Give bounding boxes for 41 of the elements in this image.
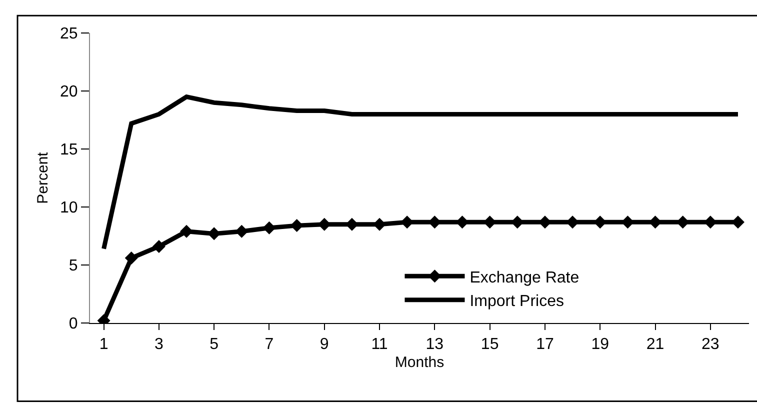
point	[152, 240, 166, 253]
x-tick-label: 19	[591, 336, 610, 354]
x-axis-title: Months	[394, 354, 444, 372]
point	[124, 252, 138, 265]
point	[428, 216, 442, 229]
x-tick-label: 21	[646, 336, 664, 354]
point	[180, 224, 194, 238]
legend-label: Import Prices	[470, 293, 564, 310]
legend-label: Exchange Rate	[470, 269, 580, 286]
point	[510, 216, 524, 229]
point	[594, 216, 607, 229]
x-tick-label: 11	[371, 336, 388, 354]
point	[208, 227, 221, 240]
point	[676, 216, 690, 229]
y-tick-label: 0	[68, 316, 78, 333]
point	[400, 216, 414, 229]
point	[290, 219, 304, 232]
y-tick-label: 5	[68, 258, 78, 275]
x-tick-label: 7	[264, 336, 274, 354]
point	[621, 216, 634, 229]
point	[456, 216, 469, 229]
y-tick-label: 20	[60, 84, 78, 101]
y-tick-label: 15	[60, 142, 78, 159]
point	[483, 216, 496, 229]
x-tick-label: 15	[480, 336, 499, 354]
point	[318, 218, 331, 231]
x-tick-label: 13	[426, 336, 444, 354]
x-tick-label: 23	[702, 336, 720, 354]
y-tick-label: 25	[60, 26, 78, 43]
point	[262, 221, 276, 234]
x-tick-label: 17	[536, 336, 554, 354]
y-axis-title: Percent	[34, 151, 52, 204]
point	[235, 224, 248, 238]
x-tick-label: 1	[99, 336, 108, 354]
x-tick-label: 9	[320, 336, 329, 354]
point	[704, 216, 717, 229]
x-tick-label: 3	[154, 336, 164, 354]
x-tick-label: 5	[210, 336, 219, 354]
y-tick-label: 10	[60, 200, 78, 217]
point	[648, 216, 662, 229]
point	[373, 218, 386, 231]
